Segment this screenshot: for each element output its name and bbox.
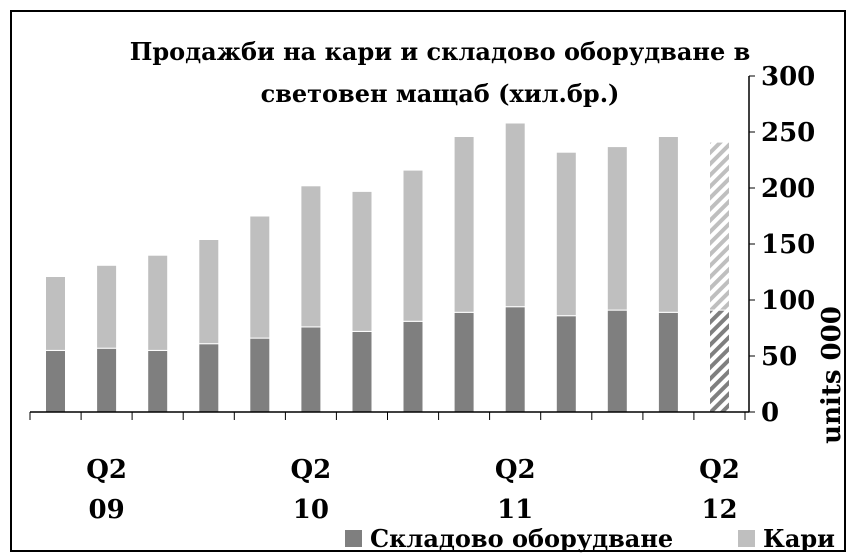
chart-border <box>10 10 846 552</box>
y-tick-label-200: 200 <box>761 174 815 204</box>
y-tick-label-0: 0 <box>761 398 779 428</box>
y-axis-label: units 000 <box>817 306 847 444</box>
bar-warehouse-11 <box>606 309 628 413</box>
legend-label-forklifts: Кари <box>763 524 835 553</box>
bar-forklifts-6 <box>351 190 373 332</box>
bar-warehouse-2 <box>147 349 169 413</box>
y-tick-label-100: 100 <box>761 286 815 316</box>
bar-warehouse-3 <box>198 343 220 413</box>
bar-warehouse-0 <box>45 349 66 413</box>
legend-label-warehouse: Складово оборудване <box>370 524 673 553</box>
chart-title-line-1: Продажби на кари и складово оборудване в <box>130 37 751 66</box>
bar-forklifts-5 <box>300 185 322 328</box>
x-tick-label-line1-0: Q2 <box>86 455 127 485</box>
x-tick-label-line1-2: Q2 <box>495 455 536 485</box>
bar-forklifts-8 <box>453 136 475 313</box>
bar-forklifts-9 <box>504 122 526 308</box>
bar-forklifts-13 <box>709 141 730 311</box>
bar-warehouse-13 <box>709 309 730 413</box>
x-tick-label-line2-3: 12 <box>701 495 737 525</box>
bar-warehouse-9 <box>504 306 526 413</box>
bar-forklifts-10 <box>555 151 577 317</box>
y-tick-label-300: 300 <box>761 62 815 92</box>
y-tick-label-250: 250 <box>761 118 815 148</box>
bar-forklifts-12 <box>657 136 679 313</box>
axes-group <box>29 76 750 420</box>
bar-forklifts-4 <box>249 215 271 339</box>
y-tick-labels: 0 50 100 150 200 250 300 <box>749 62 815 428</box>
bar-warehouse-1 <box>96 347 118 413</box>
y-tick-label-50: 50 <box>761 342 797 372</box>
x-tick-labels: Q2 09 Q2 10 Q2 11 Q2 12 <box>86 455 740 525</box>
bar-forklifts-1 <box>96 264 118 349</box>
x-tick-label-line2-2: 11 <box>497 495 533 525</box>
bar-forklifts-3 <box>198 239 220 345</box>
bar-warehouse-6 <box>351 330 373 413</box>
bar-warehouse-4 <box>249 337 271 413</box>
y-tick-label-150: 150 <box>761 230 815 260</box>
x-tick-label-line2-1: 10 <box>293 495 329 525</box>
legend: Складово оборудване Кари <box>345 524 835 553</box>
bar-warehouse-8 <box>453 311 475 413</box>
bar-warehouse-5 <box>300 326 322 413</box>
x-tick-label-line2-0: 09 <box>89 495 125 525</box>
legend-swatch-warehouse <box>345 530 362 547</box>
bar-forklifts-7 <box>402 169 424 322</box>
chart-title-line-2: световен мащаб (хил.бр.) <box>261 79 620 108</box>
bar-warehouse-12 <box>657 311 679 413</box>
legend-swatch-forklifts <box>738 530 755 547</box>
x-tick-label-line1-3: Q2 <box>699 455 740 485</box>
bars-group <box>45 122 730 413</box>
bar-forklifts-11 <box>606 146 628 311</box>
bar-forklifts-2 <box>147 254 169 351</box>
bar-warehouse-10 <box>555 315 577 413</box>
bar-warehouse-7 <box>402 320 424 413</box>
x-tick-label-line1-1: Q2 <box>291 455 332 485</box>
bar-forklifts-0 <box>45 276 66 351</box>
